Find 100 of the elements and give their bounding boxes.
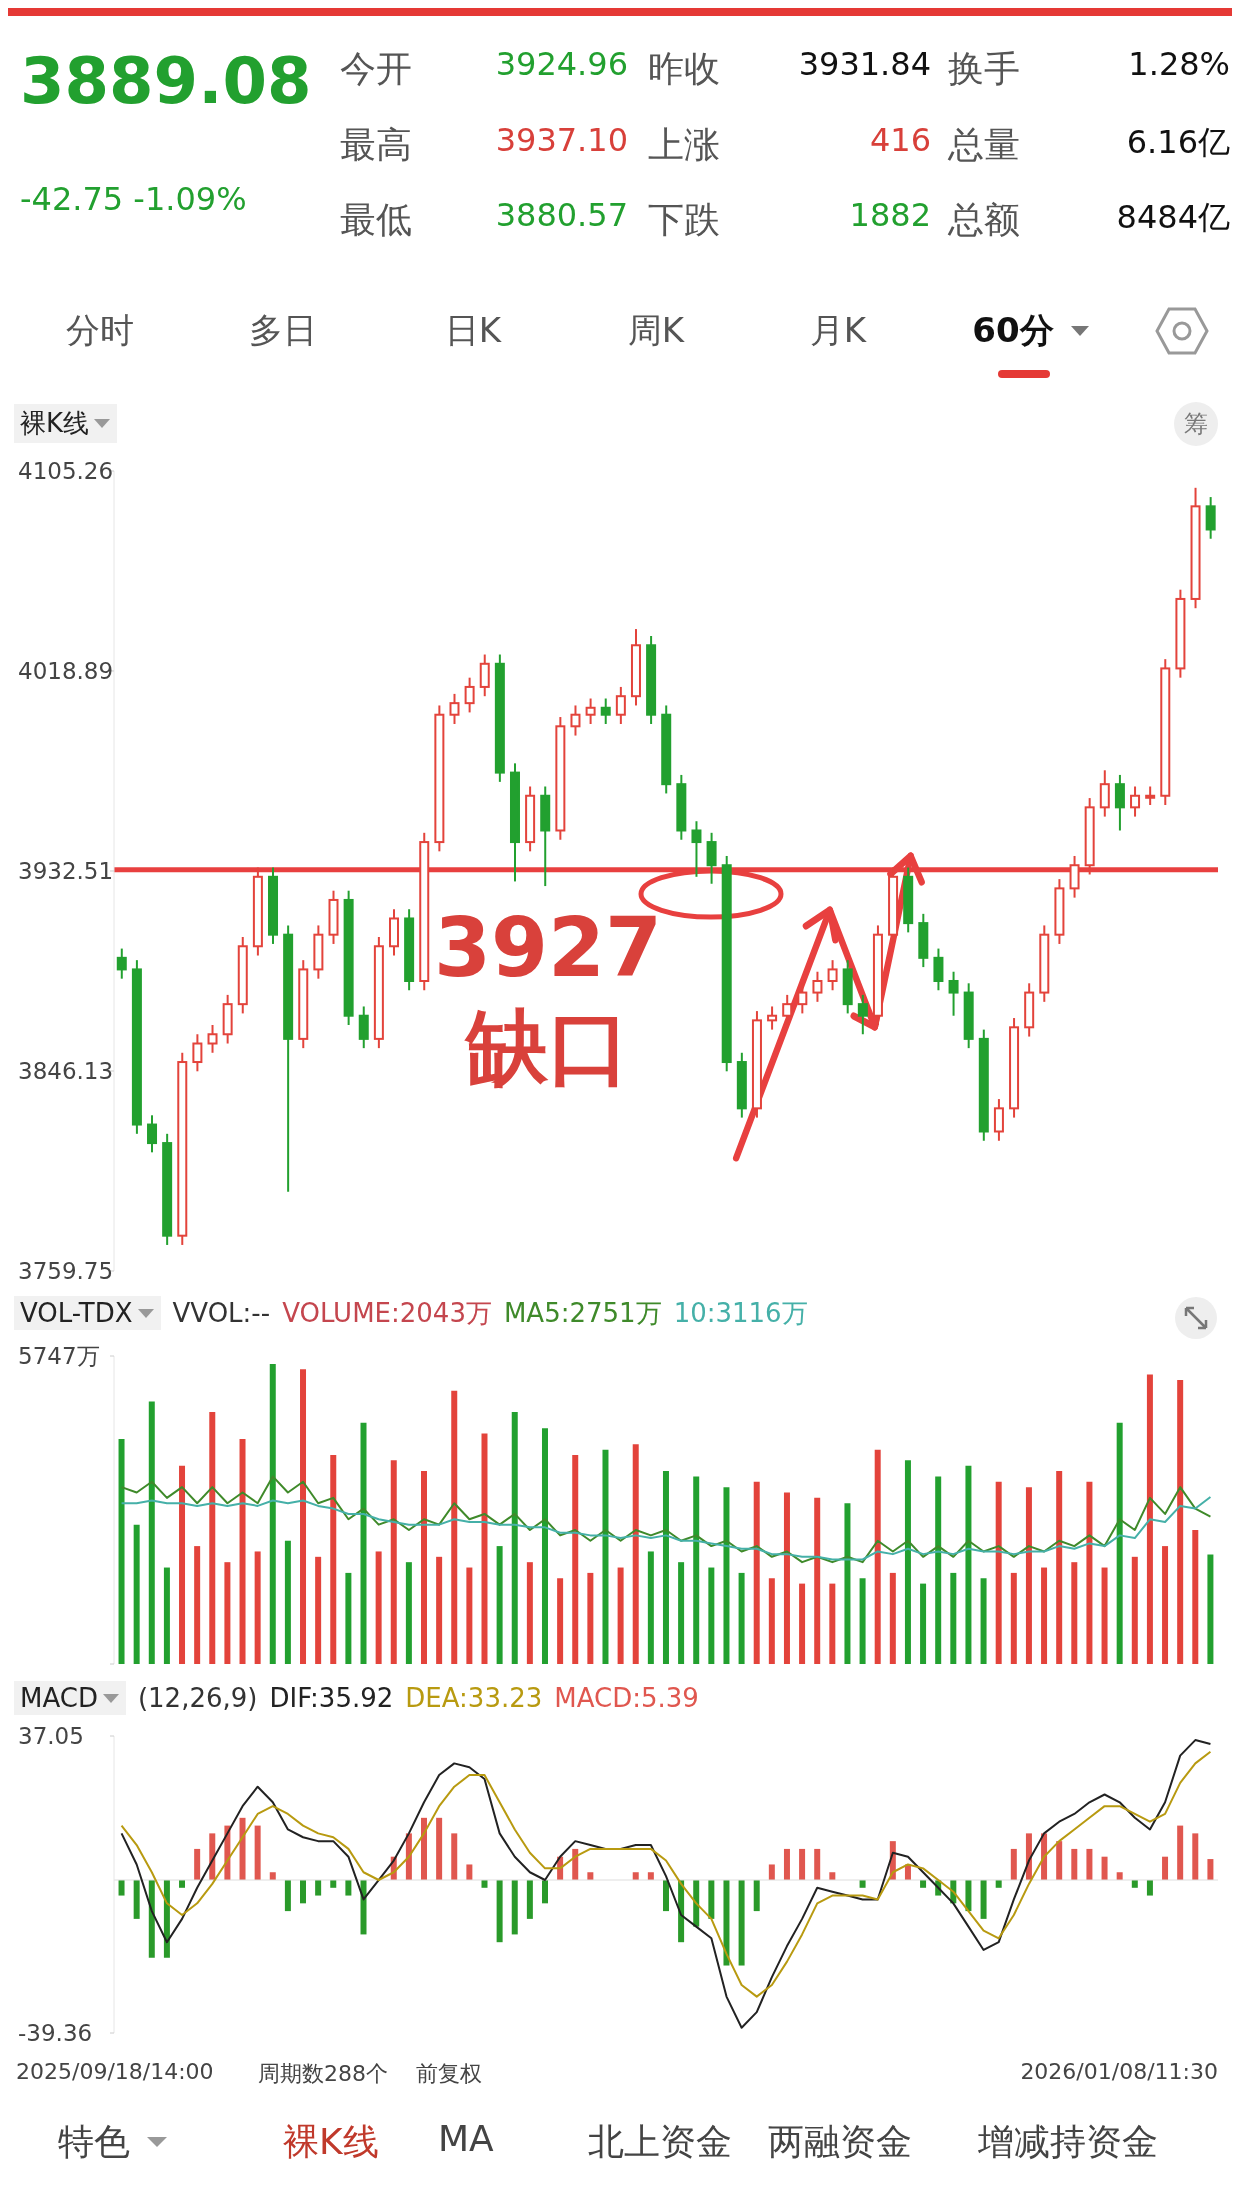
bar [1071, 1562, 1078, 1664]
bar [1056, 1471, 1063, 1664]
bar [194, 1848, 201, 1881]
text: 前复权 [416, 2060, 482, 2088]
text: -42.75 -1.09% [20, 180, 247, 218]
y-tick-label: 37.05 [18, 1723, 84, 1749]
text: 8484亿 [1116, 197, 1230, 238]
bar [269, 1363, 276, 1664]
bar [315, 1880, 322, 1896]
text: 1882 [849, 196, 931, 234]
bar [1010, 1572, 1017, 1664]
bar [587, 1572, 594, 1664]
bar [708, 1880, 715, 1919]
bar [1146, 1374, 1153, 1664]
bar [950, 1572, 957, 1664]
bar [345, 1572, 352, 1664]
bar [360, 1422, 367, 1664]
bar [889, 1572, 896, 1664]
bar [708, 1567, 715, 1664]
bar [421, 1471, 427, 1664]
bar [1146, 1880, 1153, 1896]
bar [632, 1444, 639, 1664]
candlestick [464, 676, 475, 714]
series-label: VOLUME:2043万 [282, 1296, 492, 1330]
text: 筹 [1174, 402, 1218, 446]
bar [284, 1880, 291, 1912]
candlestick [706, 831, 717, 885]
bar [783, 1848, 790, 1881]
chart-subtitle: VVOL:-- [172, 1298, 271, 1328]
chart-title: 裸K线 [14, 403, 118, 443]
bar [662, 1471, 669, 1664]
bar [315, 1556, 322, 1664]
bar [209, 1833, 216, 1881]
text: 3924.96 [495, 45, 628, 83]
bar [421, 1817, 427, 1881]
bar [1192, 1530, 1199, 1664]
bar [814, 1848, 821, 1881]
bar [496, 1546, 503, 1664]
bar [572, 1454, 579, 1664]
candlestick [600, 697, 611, 725]
bar [496, 1880, 503, 1943]
candlestick [993, 1098, 1004, 1142]
bar [451, 1390, 458, 1664]
candlestick [767, 1005, 778, 1031]
text: MA5:2751万 [503, 1296, 662, 1330]
text: 最低 [340, 198, 412, 242]
candlestick [1099, 769, 1110, 818]
bar [920, 1583, 927, 1664]
bar [541, 1880, 548, 1904]
candlestick [147, 1114, 158, 1154]
candlestick [449, 692, 460, 725]
bar [814, 1497, 821, 1664]
bar [1207, 1554, 1214, 1664]
text: DIF:35.92 [269, 1683, 394, 1713]
y-tick-label: 3932.51 [18, 857, 114, 884]
candlestick [948, 970, 959, 1017]
text: 总量 [948, 123, 1020, 167]
bar [1071, 1848, 1078, 1881]
bar [163, 1567, 170, 1664]
bar [541, 1428, 548, 1664]
bar [118, 1880, 125, 1896]
text: 最高 [340, 123, 412, 167]
text: 今开 [340, 47, 412, 91]
candlestick [479, 653, 490, 698]
candlestick [1130, 785, 1141, 818]
bar [693, 1476, 700, 1664]
bar [390, 1460, 397, 1664]
bar [133, 1524, 140, 1664]
bar [1131, 1556, 1138, 1664]
bar [1192, 1833, 1199, 1881]
text: 周期数288个 [258, 2060, 388, 2088]
bar [1086, 1848, 1093, 1881]
y-tick-label: 4018.89 [18, 657, 114, 684]
text: 裸K线 [283, 2120, 379, 2164]
bar [980, 1880, 987, 1919]
candlestick [585, 697, 596, 725]
bar [254, 1825, 261, 1881]
y-tick-label: -39.36 [18, 2020, 93, 2046]
bar [451, 1833, 458, 1881]
candlestick [192, 1033, 203, 1073]
bar [1025, 1487, 1032, 1664]
text: 周K [626, 309, 686, 352]
candlestick [1114, 773, 1125, 832]
bar [254, 1551, 261, 1664]
candlestick [933, 947, 944, 992]
bar [783, 1492, 790, 1664]
bar [723, 1880, 730, 1966]
bar [723, 1487, 730, 1664]
bar [1010, 1848, 1017, 1881]
bar [1177, 1379, 1184, 1664]
bar [753, 1880, 760, 1912]
y-tick-label: 3846.13 [18, 1057, 114, 1084]
candlestick [570, 704, 581, 737]
candlestick [1145, 785, 1156, 807]
text: 月K [808, 309, 868, 352]
bar [935, 1476, 942, 1664]
text: 10:3116万 [673, 1296, 808, 1330]
bar [1116, 1422, 1123, 1664]
chart-subtitle: (12,26,9) [137, 1683, 258, 1713]
y-tick-label: 5747万 [18, 1343, 100, 1369]
